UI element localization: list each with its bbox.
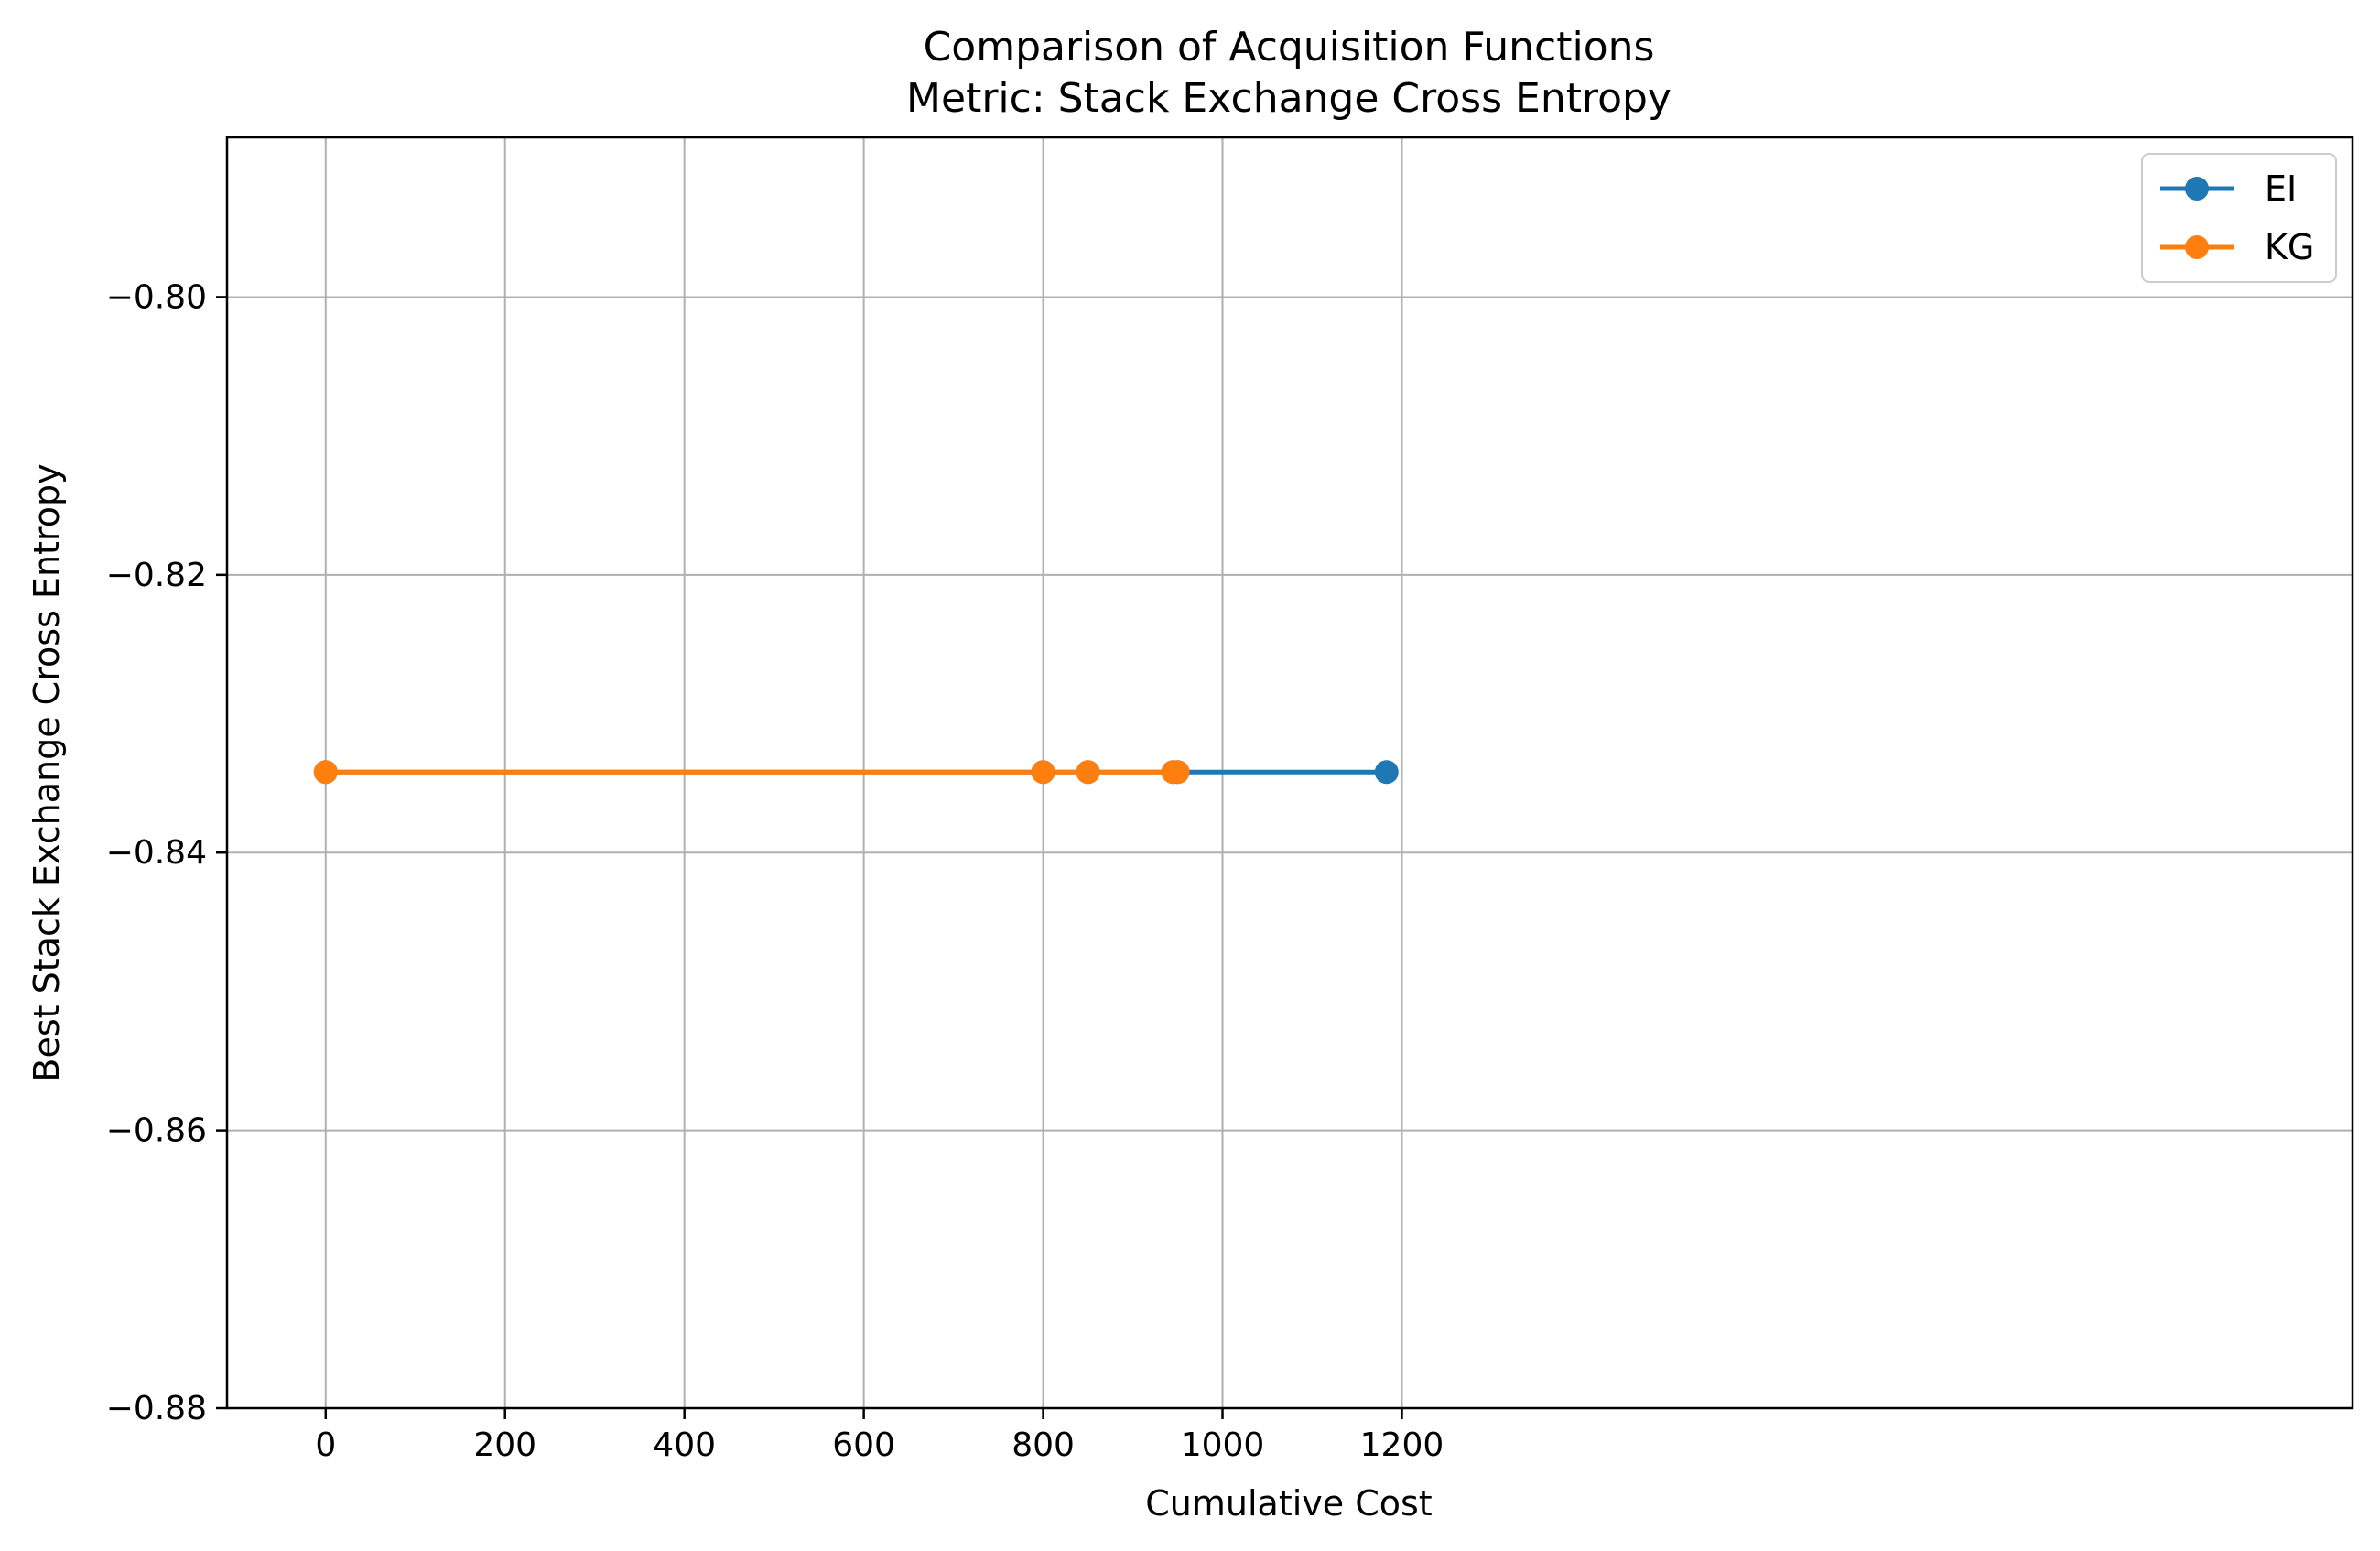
legend: EI KG bbox=[2141, 153, 2337, 283]
x-axis-label: Cumulative Cost bbox=[1145, 1483, 1432, 1524]
x-tick-label: 1000 bbox=[1181, 1426, 1265, 1464]
legend-label-kg: KG bbox=[2265, 227, 2314, 267]
y-tick-label: −0.80 bbox=[106, 278, 207, 316]
legend-marker-ei bbox=[2185, 177, 2209, 201]
y-tick-label: −0.84 bbox=[106, 834, 207, 872]
y-tick-label: −0.86 bbox=[106, 1112, 207, 1150]
x-tick-label: 200 bbox=[473, 1426, 536, 1464]
series-kg bbox=[313, 760, 1190, 785]
series-layer bbox=[313, 760, 1399, 785]
chart-subtitle: Metric: Stack Exchange Cross Entropy bbox=[906, 75, 1671, 122]
data-point-kg bbox=[1031, 760, 1055, 785]
data-point-kg bbox=[1076, 760, 1100, 785]
y-tick-label: −0.88 bbox=[106, 1390, 207, 1427]
x-tick-label: 400 bbox=[653, 1426, 716, 1464]
ticks: 0 200 400 600 800 1000 1200 −0.88 −0.86 −0.84 −0.8… bbox=[106, 278, 1444, 1464]
data-point-kg bbox=[313, 760, 338, 785]
x-tick-label: 0 bbox=[315, 1426, 336, 1464]
legend-label-ei: EI bbox=[2265, 168, 2297, 209]
x-tick-label: 1200 bbox=[1360, 1426, 1444, 1464]
plot-frame bbox=[225, 136, 2354, 1410]
legend-marker-kg bbox=[2185, 235, 2209, 259]
data-point-ei bbox=[1374, 760, 1399, 785]
x-tick-label: 600 bbox=[832, 1426, 895, 1464]
data-point-kg bbox=[1165, 760, 1190, 785]
y-axis-label: Best Stack Exchange Cross Entropy bbox=[27, 463, 67, 1081]
chart-title: Comparison of Acquisition Functions bbox=[924, 24, 1655, 70]
x-tick-label: 800 bbox=[1012, 1426, 1075, 1464]
y-tick-label: −0.82 bbox=[106, 557, 207, 594]
